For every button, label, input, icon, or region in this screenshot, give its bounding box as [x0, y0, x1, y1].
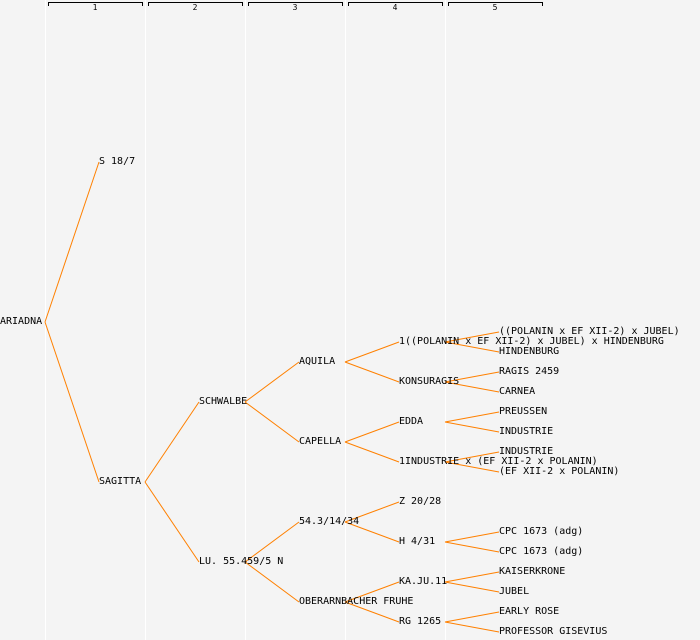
pedigree-edge — [244, 561, 300, 603]
pedigree-edge — [344, 341, 400, 363]
column-number: 1 — [92, 3, 98, 12]
column-bracket — [348, 2, 443, 6]
column-bracket — [248, 2, 343, 6]
pedigree-node-gen5[interactable]: (EF XII-2 x POLANIN) — [499, 466, 620, 477]
pedigree-node-gen5[interactable]: INDUSTRIE — [499, 446, 554, 457]
pedigree-edge — [44, 161, 100, 323]
pedigree-edge — [344, 501, 400, 523]
pedigree-node-gen5[interactable]: HINDENBURG — [499, 346, 560, 357]
pedigree-edge — [444, 571, 500, 583]
pedigree-node-gen4[interactable]: KA.JU.11 — [399, 576, 448, 587]
pedigree-node-gen4[interactable]: H 4/31 — [399, 536, 436, 547]
pedigree-node-gen5[interactable]: INDUSTRIE — [499, 426, 554, 437]
column-bracket — [448, 2, 543, 6]
column-line — [345, 0, 346, 640]
pedigree-node-gen4[interactable]: Z 20/28 — [399, 496, 442, 507]
pedigree-edge — [444, 451, 500, 463]
column-number: 5 — [492, 3, 498, 12]
column-line — [445, 0, 446, 640]
column-line — [245, 0, 246, 640]
pedigree-node-gen3[interactable]: OBERARNBACHER FRUHE — [299, 596, 414, 607]
pedigree-edge — [444, 611, 500, 623]
pedigree-edge — [444, 421, 500, 433]
column-line — [145, 0, 146, 640]
pedigree-edge — [344, 601, 400, 623]
column-number: 2 — [192, 3, 198, 12]
pedigree-node-gen5[interactable]: KAISERKRONE — [499, 566, 566, 577]
pedigree-edge — [444, 381, 500, 393]
pedigree-node-gen5[interactable]: PREUSSEN — [499, 406, 548, 417]
pedigree-node-gen5[interactable]: CPC 1673 (adg) — [499, 546, 584, 557]
pedigree-node-gen5[interactable]: EARLY ROSE — [499, 606, 560, 617]
pedigree-node-gen5[interactable]: ((POLANIN x EF XII-2) x JUBEL) — [499, 326, 680, 337]
column-number: 4 — [392, 3, 398, 12]
column-bracket — [148, 2, 243, 6]
pedigree-node-gen5[interactable]: RAGIS 2459 — [499, 366, 560, 377]
pedigree-edge — [444, 621, 500, 633]
pedigree-edge — [344, 421, 400, 443]
pedigree-node-gen5[interactable]: JUBEL — [499, 586, 530, 597]
pedigree-edge — [344, 581, 400, 603]
pedigree-edge — [444, 541, 500, 553]
pedigree-node-gen3[interactable]: CAPELLA — [299, 436, 342, 447]
pedigree-edge — [444, 581, 500, 593]
pedigree-edge — [444, 531, 500, 543]
column-bracket — [48, 2, 143, 6]
pedigree-node-gen5[interactable]: PROFESSOR GISEVIUS — [499, 626, 608, 637]
pedigree-edge — [244, 401, 300, 443]
pedigree-edge — [44, 321, 100, 483]
pedigree-node-gen3[interactable]: AQUILA — [299, 356, 336, 367]
pedigree-edge — [444, 341, 500, 353]
pedigree-edge — [444, 331, 500, 343]
pedigree-edge — [244, 521, 300, 563]
pedigree-node-gen4[interactable]: 1((POLANIN x EF XII-2) x JUBEL) x HINDEN… — [399, 336, 664, 347]
pedigree-node-gen5[interactable]: CPC 1673 (adg) — [499, 526, 584, 537]
pedigree-node-gen4[interactable]: EDDA — [399, 416, 424, 427]
pedigree-edge — [144, 481, 200, 563]
pedigree-node-gen0[interactable]: ARIADNA — [0, 316, 43, 327]
pedigree-edge — [444, 371, 500, 383]
pedigree-edge — [144, 401, 200, 483]
pedigree-node-gen2[interactable]: LU. 55.459/5 N — [199, 556, 284, 567]
pedigree-node-gen3[interactable]: 54.3/14/34 — [299, 516, 360, 527]
pedigree-node-gen1[interactable]: S 18/7 — [99, 156, 136, 167]
pedigree-node-gen4[interactable]: 1INDUSTRIE x (EF XII-2 x POLANIN) — [399, 456, 598, 467]
pedigree-node-gen2[interactable]: SCHWALBE — [199, 396, 248, 407]
pedigree-edge — [344, 441, 400, 463]
pedigree-node-gen4[interactable]: KONSURAGIS — [399, 376, 460, 387]
pedigree-edge — [444, 461, 500, 473]
pedigree-edge — [344, 361, 400, 383]
pedigree-node-gen1[interactable]: SAGITTA — [99, 476, 142, 487]
pedigree-edge — [244, 361, 300, 403]
pedigree-edge — [344, 521, 400, 543]
column-number: 3 — [292, 3, 298, 12]
pedigree-node-gen5[interactable]: CARNEA — [499, 386, 536, 397]
pedigree-edge — [444, 411, 500, 423]
pedigree-node-gen4[interactable]: RG 1265 — [399, 616, 442, 627]
